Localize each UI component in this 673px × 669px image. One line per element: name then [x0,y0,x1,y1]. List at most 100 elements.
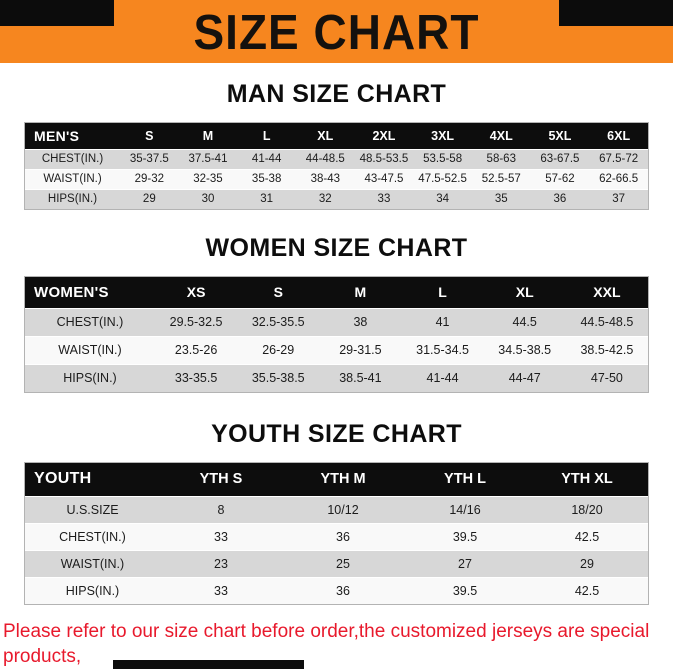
table-row: CHEST(IN.) 35-37.5 37.5-41 41-44 44-48.5 48.5… [25,148,648,169]
womens-size-table: WOMEN'S XS S M L XL XXL CHEST(IN.) 29.5-32.5 32.5… [25,277,648,392]
size-value-cell: 47-50 [565,363,648,392]
footer-note-line1: Please refer to our size chart before or… [3,621,650,667]
bottom-black-bar [113,660,304,669]
size-value-cell: 29-31.5 [319,335,402,364]
table-row: HIPS(IN.) 33 36 39.5 42.5 [25,576,648,604]
youth-section-heading: YOUTH SIZE CHART [211,420,462,448]
size-value-cell: 18/20 [526,495,648,523]
size-value-cell: 35-37.5 [120,148,179,169]
size-value-cell: 14/16 [404,495,526,523]
womens-table-wrapper: WOMEN'S XS S M L XL XXL CHEST(IN.) 29.5-32.5 32.5… [24,276,649,393]
size-header-cell: YTH XL [526,463,648,496]
row-label-cell: WAIST(IN.) [25,168,120,189]
size-value-cell: 37 [589,188,648,209]
size-value-cell: 36 [282,522,404,550]
size-value-cell: 33-35.5 [155,363,238,392]
size-header-cell: XXL [565,277,648,308]
youth-table-wrapper: YOUTH YTH S YTH M YTH L YTH XL U.S.SIZE 8 10/12… [24,462,649,605]
size-header-cell: 2XL [354,123,414,149]
size-value-cell: 30 [178,188,238,209]
size-value-cell: 26-29 [237,335,320,364]
size-value-cell: 34.5-38.5 [483,335,566,364]
size-value-cell: 35 [471,188,531,209]
mens-size-table: MEN'S S M L XL 2XL 3XL 4XL 5XL 6XL CHEST(IN.) 35-37… [25,123,648,209]
table-row: CHEST(IN.) 29.5-32.5 32.5-35.5 38 41 44.5 44.5… [25,307,648,336]
top-left-black-block [0,0,114,26]
size-value-cell: 38.5-42.5 [565,335,648,364]
size-header-cell: 3XL [413,123,472,149]
size-value-cell: 34 [413,188,472,209]
size-value-cell: 38 [319,307,402,336]
size-value-cell: 32 [295,188,355,209]
size-value-cell: 44-47 [483,363,566,392]
table-title-cell: YOUTH [25,463,160,496]
row-label-cell: HIPS(IN.) [25,188,120,209]
size-header-cell: YTH L [404,463,526,496]
size-value-cell: 41-44 [401,363,484,392]
mens-table-wrapper: MEN'S S M L XL 2XL 3XL 4XL 5XL 6XL CHEST(IN.) 35-37… [24,122,649,210]
size-value-cell: 48.5-53.5 [354,148,414,169]
size-value-cell: 27 [404,549,526,577]
size-header-cell: YTH S [160,463,282,496]
table-title-cell: MEN'S [25,123,120,149]
size-value-cell: 63-67.5 [530,148,590,169]
size-header-cell: XL [483,277,566,308]
youth-size-table: YOUTH YTH S YTH M YTH L YTH XL U.S.SIZE 8 10/12… [25,463,648,604]
size-value-cell: 31 [237,188,296,209]
women-section-heading: WOMEN SIZE CHART [205,234,468,262]
size-header-cell: M [178,123,238,149]
size-value-cell: 36 [282,576,404,604]
size-value-cell: 23.5-26 [155,335,238,364]
size-value-cell: 29 [120,188,179,209]
table-row: U.S.SIZE 8 10/12 14/16 18/20 [25,495,648,523]
table-row: HIPS(IN.) 29 30 31 32 33 34 35 36 37 [25,188,648,209]
row-label-cell: CHEST(IN.) [25,307,155,336]
size-value-cell: 42.5 [526,522,648,550]
size-value-cell: 38.5-41 [319,363,402,392]
row-label-cell: WAIST(IN.) [25,335,155,364]
size-value-cell: 29-32 [120,168,179,189]
row-label-cell: WAIST(IN.) [25,549,160,577]
table-row: WAIST(IN.) 23 25 27 29 [25,549,648,577]
page-title: SIZE CHART [193,3,480,60]
size-header-cell: L [401,277,484,308]
size-value-cell: 10/12 [282,495,404,523]
size-value-cell: 43-47.5 [354,168,414,189]
size-header-cell: 4XL [471,123,531,149]
title-banner: SIZE CHART [0,0,673,63]
size-value-cell: 33 [160,522,282,550]
size-value-cell: 39.5 [404,522,526,550]
size-value-cell: 42.5 [526,576,648,604]
size-value-cell: 57-62 [530,168,590,189]
size-value-cell: 33 [354,188,414,209]
size-header-cell: YTH M [282,463,404,496]
table-title-cell: WOMEN'S [25,277,155,308]
size-value-cell: 37.5-41 [178,148,238,169]
size-value-cell: 32.5-35.5 [237,307,320,336]
row-label-cell: CHEST(IN.) [25,522,160,550]
row-label-cell: HIPS(IN.) [25,363,155,392]
size-value-cell: 23 [160,549,282,577]
size-header-cell: XL [295,123,355,149]
table-row: WAIST(IN.) 29-32 32-35 35-38 38-43 43-47.5 47.… [25,168,648,189]
row-label-cell: CHEST(IN.) [25,148,120,169]
size-value-cell: 33 [160,576,282,604]
size-value-cell: 53.5-58 [413,148,472,169]
size-value-cell: 67.5-72 [589,148,648,169]
man-section-heading: MAN SIZE CHART [226,80,447,108]
size-value-cell: 44-48.5 [295,148,355,169]
size-value-cell: 25 [282,549,404,577]
size-header-cell: 6XL [589,123,648,149]
row-label-cell: HIPS(IN.) [25,576,160,604]
size-value-cell: 36 [530,188,590,209]
size-value-cell: 35.5-38.5 [237,363,320,392]
size-value-cell: 58-63 [471,148,531,169]
top-right-black-block [559,0,673,26]
size-value-cell: 8 [160,495,282,523]
size-value-cell: 35-38 [237,168,296,189]
table-header-row: WOMEN'S XS S M L XL XXL [25,277,648,308]
size-header-cell: 5XL [530,123,590,149]
table-header-row: YOUTH YTH S YTH M YTH L YTH XL [25,463,648,496]
size-header-cell: XS [155,277,238,308]
row-label-cell: U.S.SIZE [25,495,160,523]
